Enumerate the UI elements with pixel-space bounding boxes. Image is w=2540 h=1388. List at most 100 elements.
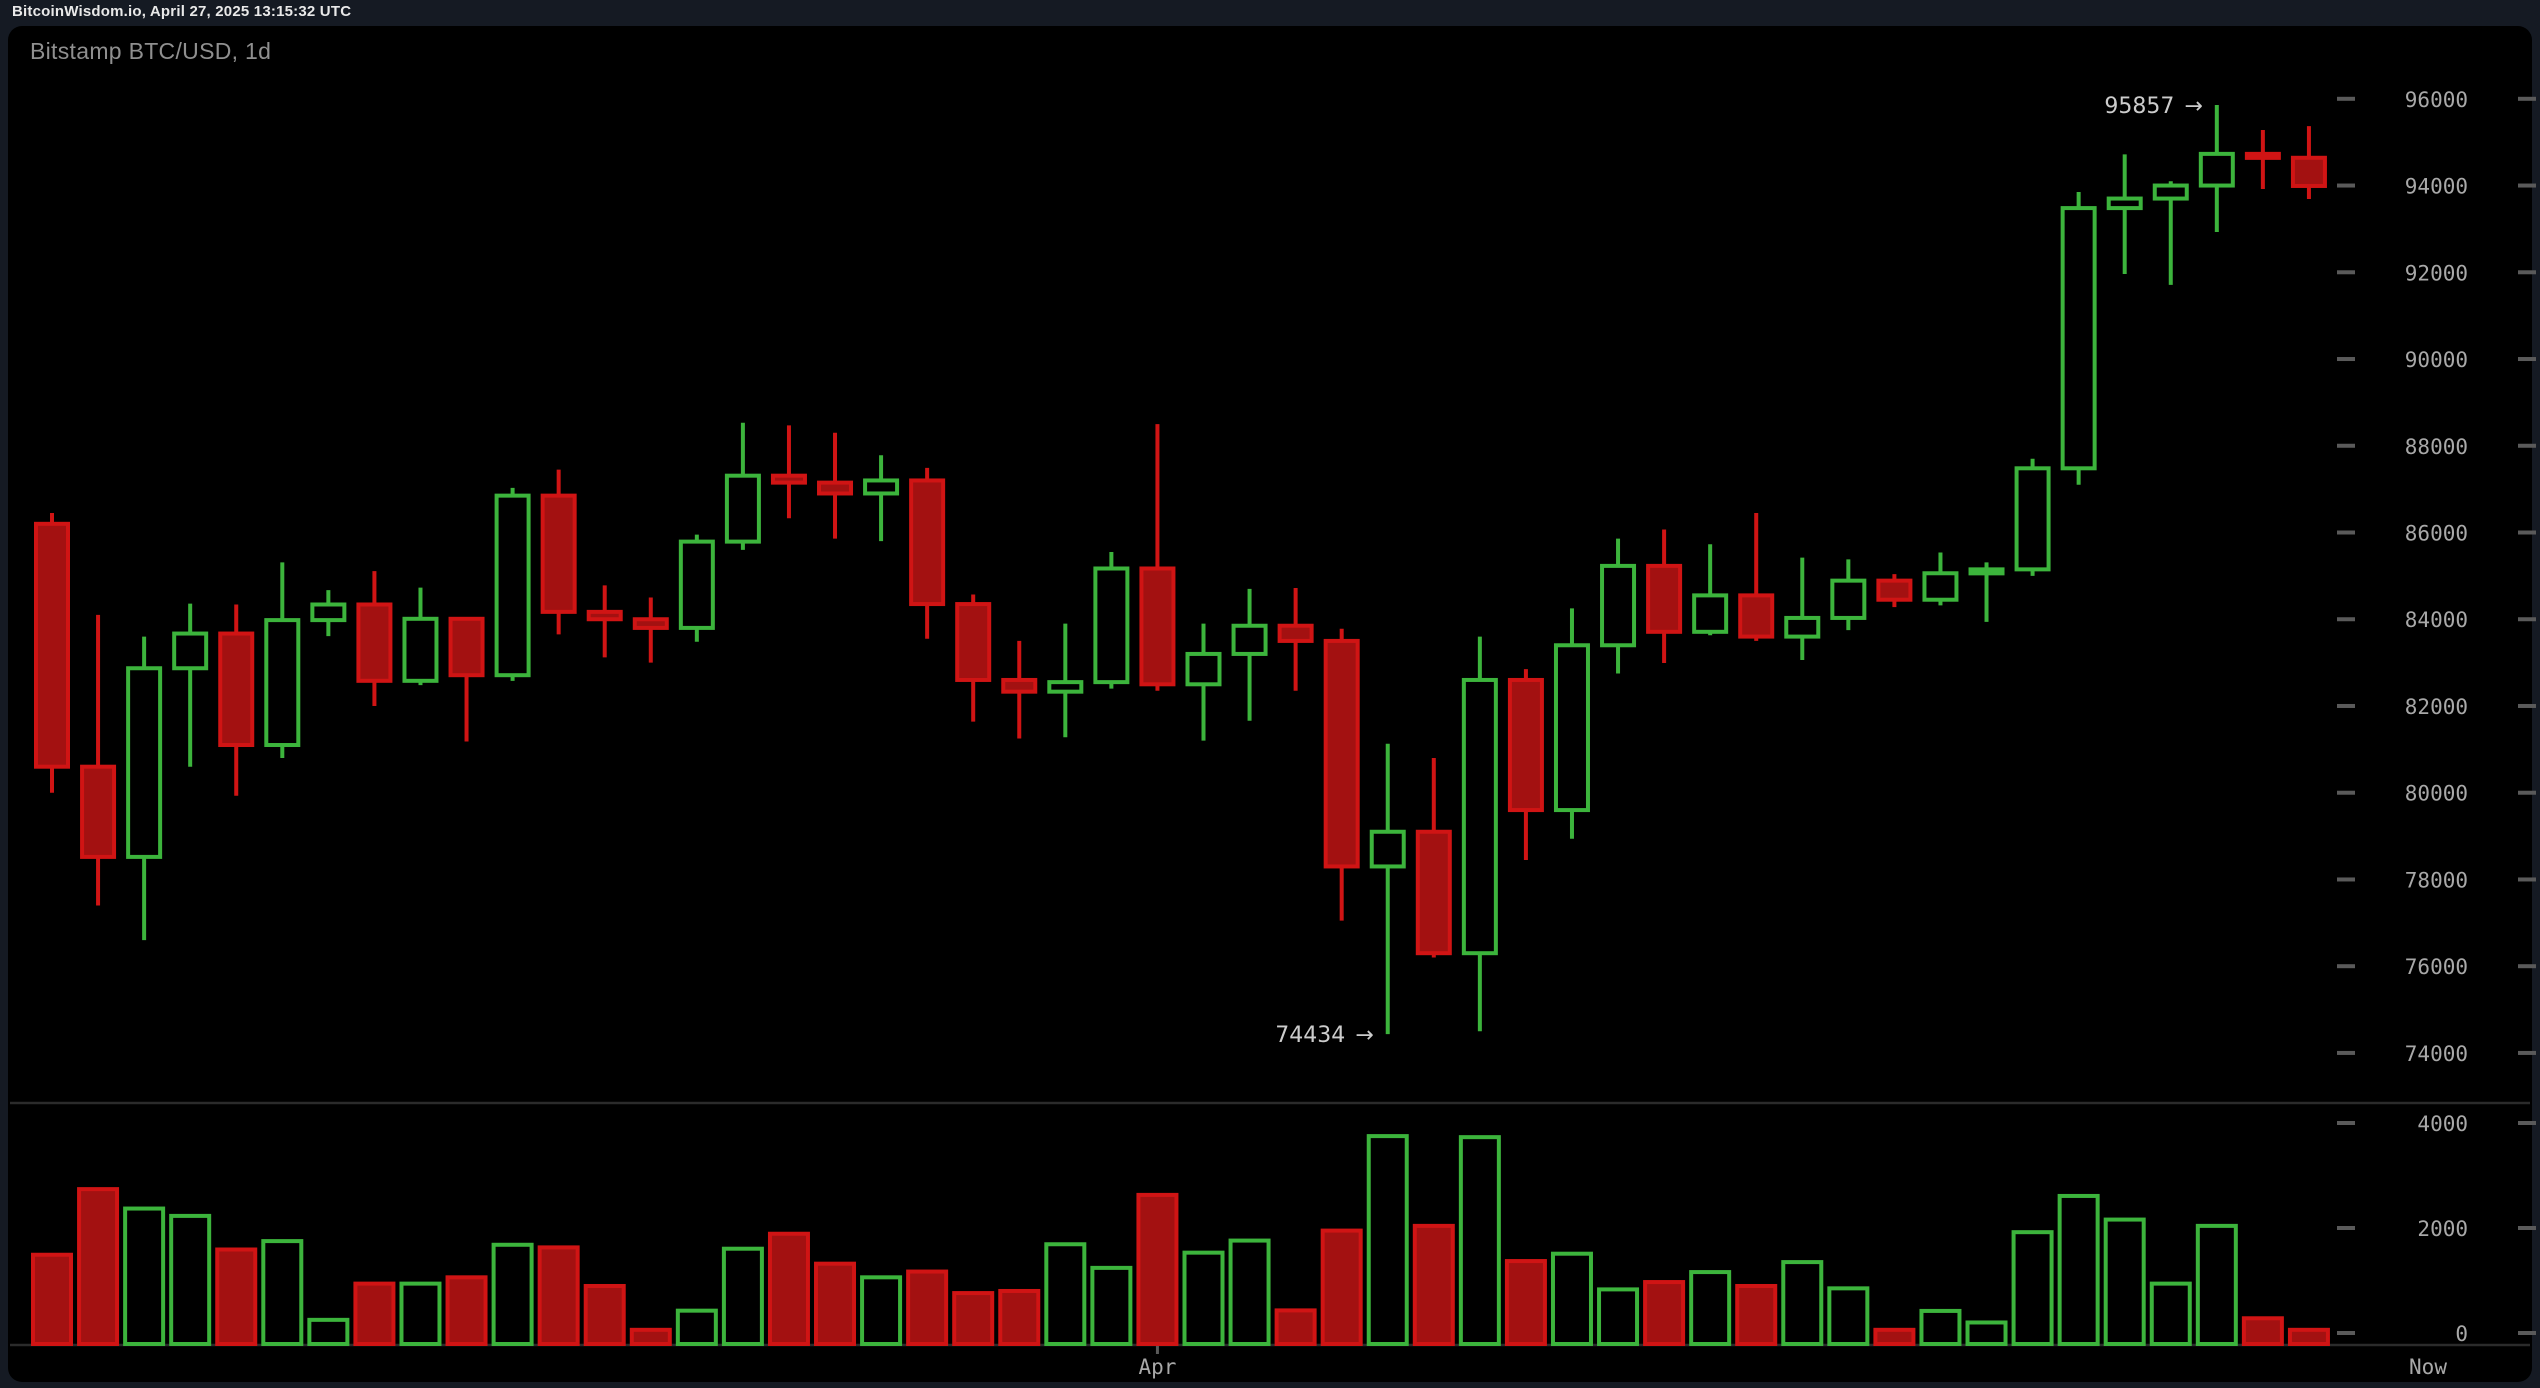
price-tick-dash bbox=[2337, 790, 2355, 795]
price-tick-dash bbox=[2337, 703, 2355, 708]
price-tick-dash bbox=[2518, 443, 2536, 448]
price-tick-dash bbox=[2518, 964, 2536, 969]
price-tick-dash bbox=[2337, 183, 2355, 188]
price-annotation: 74434 → bbox=[1275, 1023, 1373, 1048]
price-tick-dash bbox=[2337, 964, 2355, 969]
candle-body-up bbox=[1830, 578, 1867, 620]
candle-body-down bbox=[2290, 155, 2327, 188]
candle-body-down bbox=[1646, 563, 1683, 634]
volume-bar-up bbox=[1827, 1286, 1870, 1346]
volume-bar-up bbox=[1090, 1265, 1133, 1346]
candle-body-up bbox=[1553, 643, 1590, 813]
volume-bar-up bbox=[2195, 1223, 2238, 1346]
annotation-layer: 95857 → 74434 → bbox=[1275, 94, 2203, 1048]
price-axis-label: 80000 bbox=[2405, 782, 2468, 806]
volume-bar-up bbox=[1228, 1238, 1271, 1346]
price-tick-dash bbox=[2518, 270, 2536, 275]
candle-body-up bbox=[2198, 151, 2235, 188]
volume-axis-label: 4000 bbox=[2417, 1112, 2468, 1136]
volume-tick-dash bbox=[2337, 1331, 2355, 1335]
candle-body-up bbox=[678, 539, 715, 630]
price-axis-label: 86000 bbox=[2405, 522, 2468, 546]
volume-bar-down bbox=[1136, 1192, 1179, 1347]
volume-bar-down bbox=[1735, 1283, 1778, 1347]
volume-axis-label: 2000 bbox=[2417, 1217, 2468, 1241]
volume-bar-up bbox=[1597, 1287, 1640, 1347]
axis-layer: 96000 94000 92000 90000 88000 86000 84000 82000… bbox=[10, 88, 2536, 1379]
volume-bar-up bbox=[2011, 1230, 2054, 1347]
candle-body-down bbox=[1277, 623, 1314, 643]
volume-bar-down bbox=[1320, 1228, 1363, 1346]
volume-bar-down bbox=[1504, 1259, 1547, 1347]
volume-bar-down bbox=[445, 1275, 488, 1346]
volume-bar-down bbox=[215, 1247, 258, 1346]
price-tick-dash bbox=[2518, 617, 2536, 622]
candle-body-down bbox=[2244, 151, 2281, 160]
price-axis-label: 96000 bbox=[2405, 88, 2468, 112]
price-axis-label: 90000 bbox=[2405, 348, 2468, 372]
price-tick-dash bbox=[2337, 617, 2355, 622]
price-tick-dash bbox=[2337, 96, 2355, 101]
volume-bar-up bbox=[2149, 1281, 2192, 1346]
volume-bar-up bbox=[1182, 1250, 1225, 1347]
volume-bar-down bbox=[1274, 1308, 1317, 1347]
price-axis-label: 94000 bbox=[2405, 175, 2468, 199]
candle-body-down bbox=[1323, 638, 1360, 869]
volume-axis-label: 0 bbox=[2455, 1322, 2468, 1346]
candle-body-up bbox=[1922, 571, 1959, 602]
candle-body-up bbox=[402, 616, 439, 683]
volume-bar-down bbox=[952, 1291, 995, 1346]
price-axis-label: 74000 bbox=[2405, 1042, 2468, 1066]
candle-body-down bbox=[80, 764, 117, 859]
candle-body-up bbox=[1692, 593, 1729, 634]
candle-body-up bbox=[1185, 651, 1222, 687]
time-axis-month-label: Apr bbox=[1138, 1355, 1176, 1379]
candle-body-down bbox=[540, 493, 577, 614]
volume-bar-down bbox=[2241, 1316, 2284, 1347]
volume-bar-up bbox=[2103, 1217, 2146, 1346]
candle-body-down bbox=[817, 480, 854, 496]
volume-tick-dash bbox=[2518, 1121, 2536, 1125]
candle-body-up bbox=[494, 493, 531, 678]
volume-bar-up bbox=[261, 1239, 304, 1346]
price-tick-dash bbox=[2518, 96, 2536, 101]
candle-body-up bbox=[126, 666, 163, 859]
price-axis-label: 88000 bbox=[2405, 435, 2468, 459]
price-tick-dash bbox=[2337, 270, 2355, 275]
volume-tick-dash bbox=[2518, 1331, 2536, 1335]
time-axis-now-label: Now bbox=[2409, 1355, 2447, 1379]
volume-bar-down bbox=[537, 1245, 580, 1347]
price-tick-dash bbox=[2337, 1050, 2355, 1055]
candle-body-up bbox=[172, 631, 209, 671]
volume-bar-up bbox=[2057, 1193, 2100, 1346]
price-axis-label: 92000 bbox=[2405, 261, 2468, 285]
price-tick-dash bbox=[2518, 530, 2536, 535]
candle-body-down bbox=[1507, 677, 1544, 813]
candle-body-down bbox=[1139, 566, 1176, 687]
price-tick-dash bbox=[2518, 790, 2536, 795]
volume-bar-down bbox=[2287, 1327, 2330, 1346]
price-tick-dash bbox=[2518, 1050, 2536, 1055]
volume-bar-up bbox=[1919, 1308, 1962, 1347]
candle-body-up bbox=[1369, 829, 1406, 869]
volume-bar-up bbox=[491, 1242, 534, 1347]
volume-bar-up bbox=[307, 1317, 350, 1346]
volume-bar-up bbox=[1550, 1251, 1593, 1346]
candle-body-down bbox=[356, 602, 393, 683]
candle-body-up bbox=[310, 602, 347, 623]
candle-body-down bbox=[770, 473, 807, 485]
volume-bar-up bbox=[860, 1275, 903, 1346]
candle-body-up bbox=[2106, 196, 2143, 211]
candle-body-down bbox=[218, 631, 255, 748]
volume-bar-up bbox=[1366, 1134, 1409, 1346]
price-tick-dash bbox=[2337, 877, 2355, 882]
candle-body-up bbox=[2014, 466, 2051, 572]
chart-title: Bitstamp BTC/USD, 1d bbox=[30, 38, 272, 64]
price-axis-label: 82000 bbox=[2405, 695, 2468, 719]
volume-bar-up bbox=[1044, 1242, 1087, 1346]
volume-bar-down bbox=[1412, 1223, 1455, 1346]
volume-bar-down bbox=[814, 1261, 857, 1347]
volume-bar-up bbox=[169, 1213, 212, 1347]
volume-bar-down bbox=[1643, 1280, 1686, 1347]
